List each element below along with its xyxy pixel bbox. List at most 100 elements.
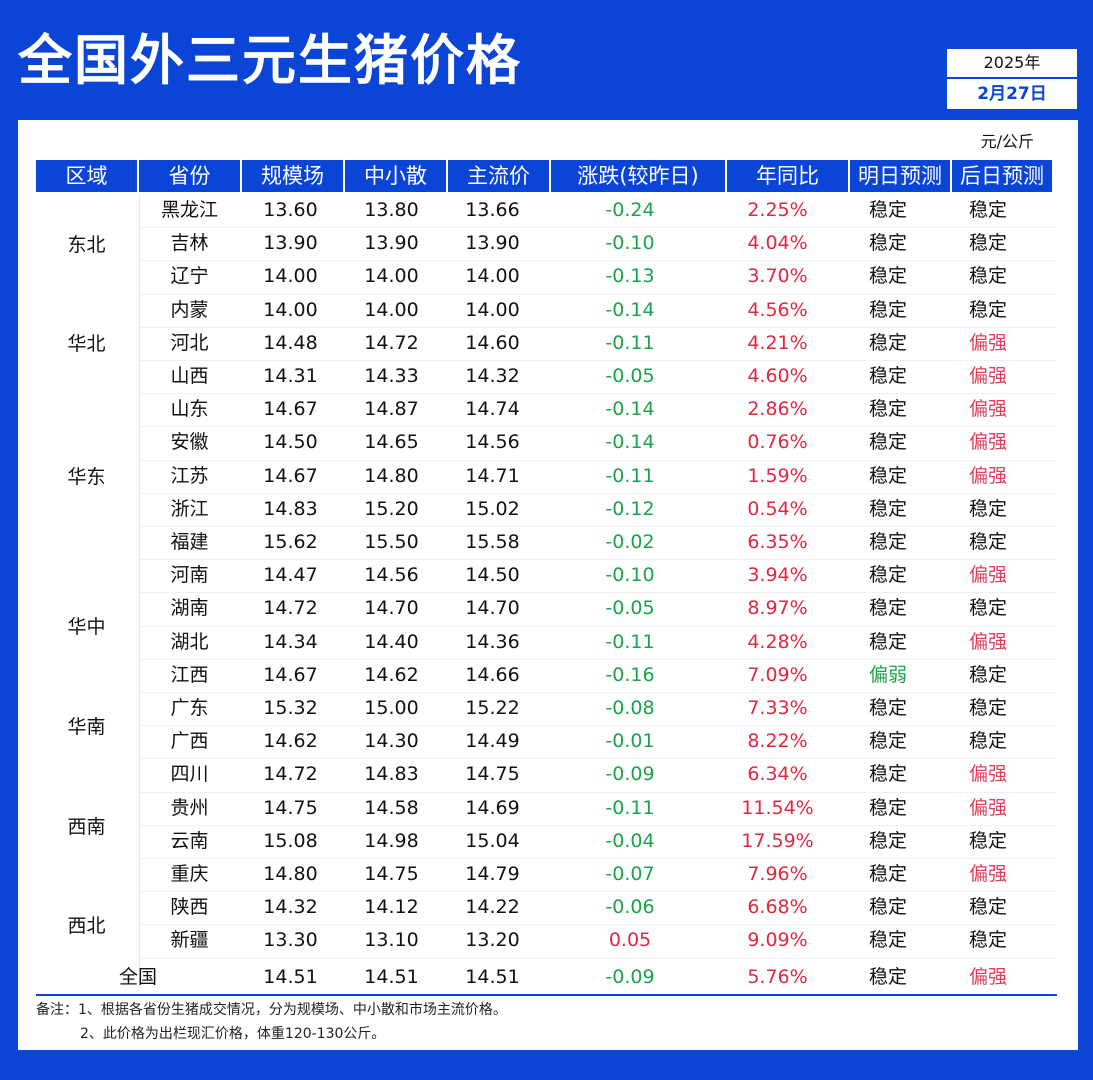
cell-main: 14.22 — [465, 896, 520, 919]
table-row: 浙江 14.83 15.20 15.02 -0.12 0.54% 稳定 稳定 — [139, 493, 1057, 527]
table-row: 内蒙 14.00 14.00 14.00 -0.14 4.56% 稳定 稳定 — [139, 294, 1057, 328]
cell-yoy: 4.28% — [747, 630, 808, 653]
cell-small: 14.75 — [364, 863, 419, 885]
cell-scale: 14.31 — [263, 365, 318, 387]
cell-small: 14.62 — [364, 663, 419, 686]
cell-main: 14.00 — [465, 298, 520, 321]
table-row: 江西 14.67 14.62 14.66 -0.16 7.09% 偏弱 稳定 — [139, 659, 1057, 693]
unit-label: 元/公斤 — [980, 132, 1034, 151]
cell-scale: 14.67 — [263, 464, 318, 487]
cell-scale: 14.32 — [263, 896, 318, 919]
cell-scale: 14.72 — [263, 597, 318, 620]
cell-province: 黑龙江 — [160, 199, 218, 221]
table-row: 吉林 13.90 13.90 13.90 -0.10 4.04% 稳定 稳定 — [139, 227, 1057, 262]
header-cell: 后日预测 — [952, 160, 1052, 192]
cell-scale: 15.08 — [263, 829, 318, 852]
table-row: 新疆 13.30 13.10 13.20 0.05 9.09% 稳定 稳定 — [139, 924, 1057, 959]
cell-main: 14.56 — [465, 431, 520, 454]
cell-scale: 14.67 — [263, 663, 318, 686]
cell-tomorrow: 稳定 — [868, 331, 907, 354]
cell-yoy: 0.76% — [747, 431, 808, 454]
cell-after: 稳定 — [968, 232, 1007, 255]
region-divider — [139, 194, 140, 986]
cell-change: -0.06 — [605, 896, 655, 919]
cell-province: 江苏 — [170, 464, 209, 487]
cell-province: 广西 — [170, 730, 209, 753]
cell-scale: 15.62 — [263, 531, 318, 553]
cell-after: 稳定 — [968, 199, 1007, 221]
table-row: 重庆 14.80 14.75 14.79 -0.07 7.96% 稳定 偏强 — [139, 858, 1057, 893]
cell-province: 山东 — [170, 398, 209, 421]
cell-province: 陕西 — [170, 896, 209, 919]
cell-small: 14.56 — [364, 564, 419, 587]
cell-change: -0.14 — [605, 398, 655, 421]
cell-yoy: 0.54% — [747, 497, 808, 520]
notes: 备注：1、根据各省份生猪成交情况，分为规模场、中小散和市场主流价格。 2、此价格… — [36, 998, 507, 1046]
table-row: 湖北 14.34 14.40 14.36 -0.11 4.28% 稳定 偏强 — [139, 626, 1057, 660]
cell-change: 0.05 — [608, 929, 652, 952]
cell-scale: 14.34 — [263, 630, 318, 653]
cell-yoy: 11.54% — [741, 796, 814, 819]
region-label: 东北 — [67, 234, 106, 256]
cell-small: 14.83 — [364, 763, 419, 786]
cell-small: 15.20 — [364, 497, 419, 520]
cell-tomorrow: 稳定 — [868, 365, 907, 387]
cell-tomorrow: 稳定 — [868, 298, 907, 321]
total-after: 偏强 — [968, 966, 1007, 988]
table-row: 陕西 14.32 14.12 14.22 -0.06 6.68% 稳定 稳定 — [139, 891, 1057, 926]
cell-province: 云南 — [170, 829, 209, 852]
cell-after: 稳定 — [968, 829, 1007, 852]
cell-after: 偏强 — [968, 630, 1007, 653]
cell-change: -0.10 — [605, 564, 655, 587]
cell-main: 15.04 — [465, 829, 520, 852]
cell-small: 14.72 — [364, 331, 419, 354]
region-label: 华北 — [67, 333, 106, 355]
cell-tomorrow: 稳定 — [868, 896, 907, 919]
cell-main: 14.32 — [465, 365, 520, 387]
total-yoy: 5.76% — [747, 966, 808, 988]
cell-scale: 14.80 — [263, 863, 318, 885]
cell-tomorrow: 稳定 — [868, 829, 907, 852]
cell-yoy: 4.56% — [747, 298, 808, 321]
cell-province: 湖北 — [170, 630, 209, 653]
cell-change: -0.05 — [605, 597, 655, 620]
cell-change: -0.08 — [605, 697, 655, 719]
total-label: 全国 — [118, 966, 157, 988]
header-cell: 中小散 — [345, 160, 446, 192]
cell-yoy: 3.94% — [747, 564, 808, 587]
page-title: 全国外三元生猪价格 — [18, 29, 522, 92]
region-label: 华南 — [67, 716, 106, 738]
table-row: 湖南 14.72 14.70 14.70 -0.05 8.97% 稳定 稳定 — [139, 592, 1057, 627]
cell-main: 14.75 — [465, 763, 520, 786]
cell-tomorrow: 稳定 — [868, 796, 907, 819]
cell-yoy: 7.09% — [747, 663, 808, 686]
cell-scale: 14.48 — [263, 331, 318, 354]
cell-small: 14.65 — [364, 431, 419, 454]
cell-change: -0.12 — [605, 497, 655, 520]
cell-yoy: 7.96% — [747, 863, 808, 885]
cell-small: 14.70 — [364, 597, 419, 620]
cell-small: 14.98 — [364, 829, 419, 852]
cell-small: 14.00 — [364, 265, 419, 288]
cell-scale: 13.60 — [263, 199, 318, 221]
cell-after: 稳定 — [968, 597, 1007, 620]
cell-after: 稳定 — [968, 663, 1007, 686]
cell-scale: 14.75 — [263, 796, 318, 819]
cell-province: 新疆 — [170, 929, 209, 952]
cell-after: 稳定 — [968, 531, 1007, 553]
cell-main: 14.36 — [465, 630, 520, 653]
table-row: 安徽 14.50 14.65 14.56 -0.14 0.76% 稳定 偏强 — [139, 426, 1057, 461]
cell-main: 14.71 — [465, 464, 520, 487]
cell-after: 偏强 — [968, 863, 1007, 885]
cell-tomorrow: 稳定 — [868, 398, 907, 421]
cell-tomorrow: 稳定 — [868, 630, 907, 653]
cell-tomorrow: 稳定 — [868, 730, 907, 753]
cell-after: 偏强 — [968, 431, 1007, 454]
cell-change: -0.05 — [605, 365, 655, 387]
cell-after: 偏强 — [968, 331, 1007, 354]
cell-scale: 15.32 — [263, 697, 318, 719]
cell-small: 14.80 — [364, 464, 419, 487]
cell-province: 四川 — [170, 763, 209, 786]
cell-after: 稳定 — [968, 896, 1007, 919]
cell-yoy: 4.04% — [747, 232, 808, 255]
